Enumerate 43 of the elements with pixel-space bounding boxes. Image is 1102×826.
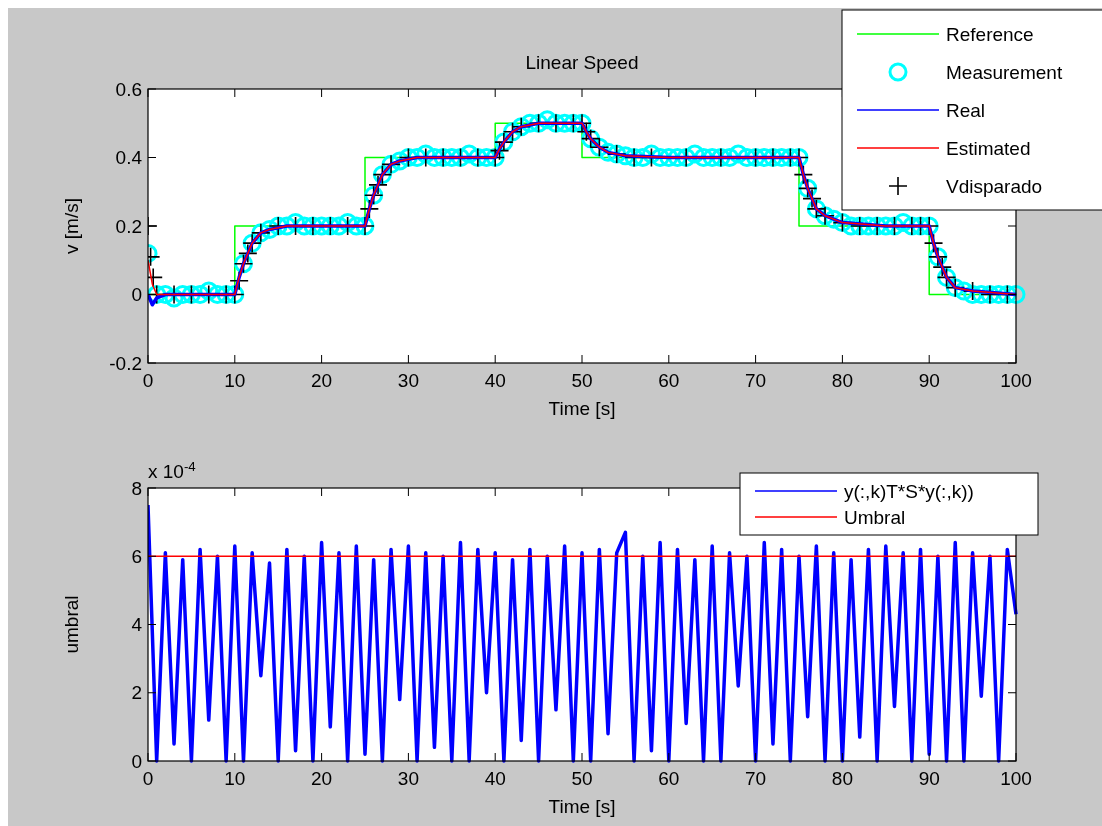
x-tick-label: 100 [1000,768,1032,789]
legend-label: Umbral [844,506,906,528]
x-tick-label: 50 [571,768,593,789]
x-tick-label: 80 [831,370,853,391]
x-tick-label: 60 [658,768,680,789]
legend-label: y(:,k)T*S*y(:,k)) [844,480,974,502]
x-tick-label: 40 [484,370,506,391]
y-tick-label: 2 [131,682,142,704]
x-axis-title: Time [s] [548,796,616,817]
x-axis-title: Time [s] [548,398,616,419]
y-tick-label: 0 [131,750,142,772]
x-tick-label: 90 [918,370,940,391]
y-tick-label: -0.2 [109,352,142,374]
y-tick-label: 8 [131,477,142,499]
x-tick-label: 30 [397,370,419,391]
y-axis-title: umbral [61,595,82,654]
x-tick-label: 50 [571,370,593,391]
legend-label: Measurement [946,61,1063,83]
y-tick-label: 0.2 [115,215,142,237]
x-tick-label: 20 [311,370,333,391]
x-tick-label: 60 [658,370,680,391]
x-tick-label: 20 [311,768,333,789]
legend-label: Estimated [946,137,1031,159]
legend-label: Reference [946,23,1034,45]
x-tick-label: 90 [918,768,940,789]
y-tick-label: 6 [131,545,142,567]
x-tick-label: 80 [831,768,853,789]
x-tick-label: 70 [745,768,767,789]
legend-label: Vdisparado [946,175,1043,197]
y-tick-label: 4 [131,614,143,636]
x-tick-label: 70 [745,370,767,391]
chart-title: Linear Speed [525,52,639,73]
y-tick-label: 0 [131,284,142,306]
y-axis-title: v [m/s] [61,198,82,254]
x-tick-label: 40 [484,768,506,789]
x-tick-label: 10 [224,370,246,391]
y-tick-label: 0.4 [115,147,143,169]
x-tick-label: 10 [224,768,246,789]
y-tick-label: 0.6 [115,78,142,100]
x-tick-label: 30 [397,768,419,789]
x-tick-label: 100 [1000,370,1032,391]
text: x 10$^{-4}$ [148,458,196,482]
legend-label: Real [946,99,986,121]
